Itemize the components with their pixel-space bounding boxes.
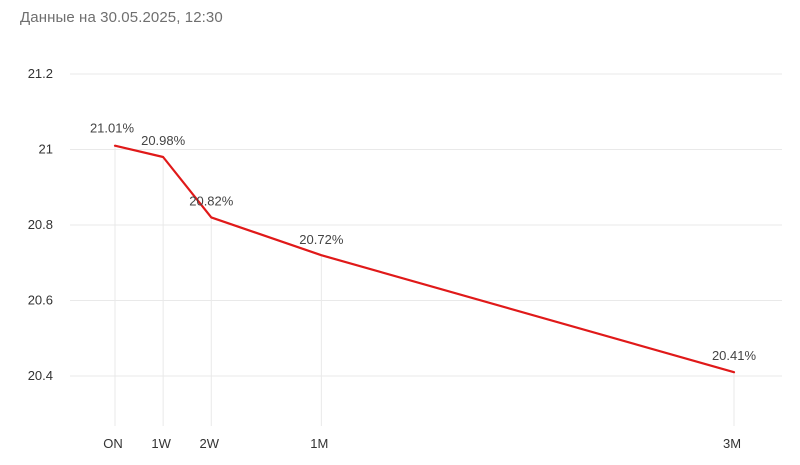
y-tick-label: 20.4 [28, 368, 53, 383]
grid [70, 73, 782, 377]
x-tick-label: 1M [310, 436, 328, 451]
data-label: 20.41% [712, 348, 757, 363]
data-label: 21.01% [90, 121, 135, 136]
data-timestamp: Данные на 30.05.2025, 12:30 [20, 9, 223, 26]
y-tick-label: 21 [39, 142, 53, 157]
x-tick-label: 1W [151, 436, 171, 451]
series [113, 144, 736, 374]
x-tick-label: 3M [723, 436, 741, 451]
x-axis: ON 1W 2W 1M 3M [103, 436, 741, 451]
x-tick-label: 2W [200, 436, 220, 451]
vertical-guides [114, 145, 735, 426]
data-label: 20.82% [189, 193, 234, 208]
y-tick-label: 20.8 [28, 217, 53, 232]
data-labels: 21.01% 20.98% 20.82% 20.72% 20.41% [90, 121, 757, 364]
series-line [113, 144, 736, 374]
x-tick-label: ON [103, 436, 123, 451]
y-tick-label: 21.2 [28, 66, 53, 81]
data-label: 20.98% [141, 133, 186, 148]
data-label: 20.72% [299, 232, 344, 247]
y-axis: 20.4 20.6 20.8 21 21.2 [28, 66, 53, 383]
y-tick-label: 20.6 [28, 293, 53, 308]
